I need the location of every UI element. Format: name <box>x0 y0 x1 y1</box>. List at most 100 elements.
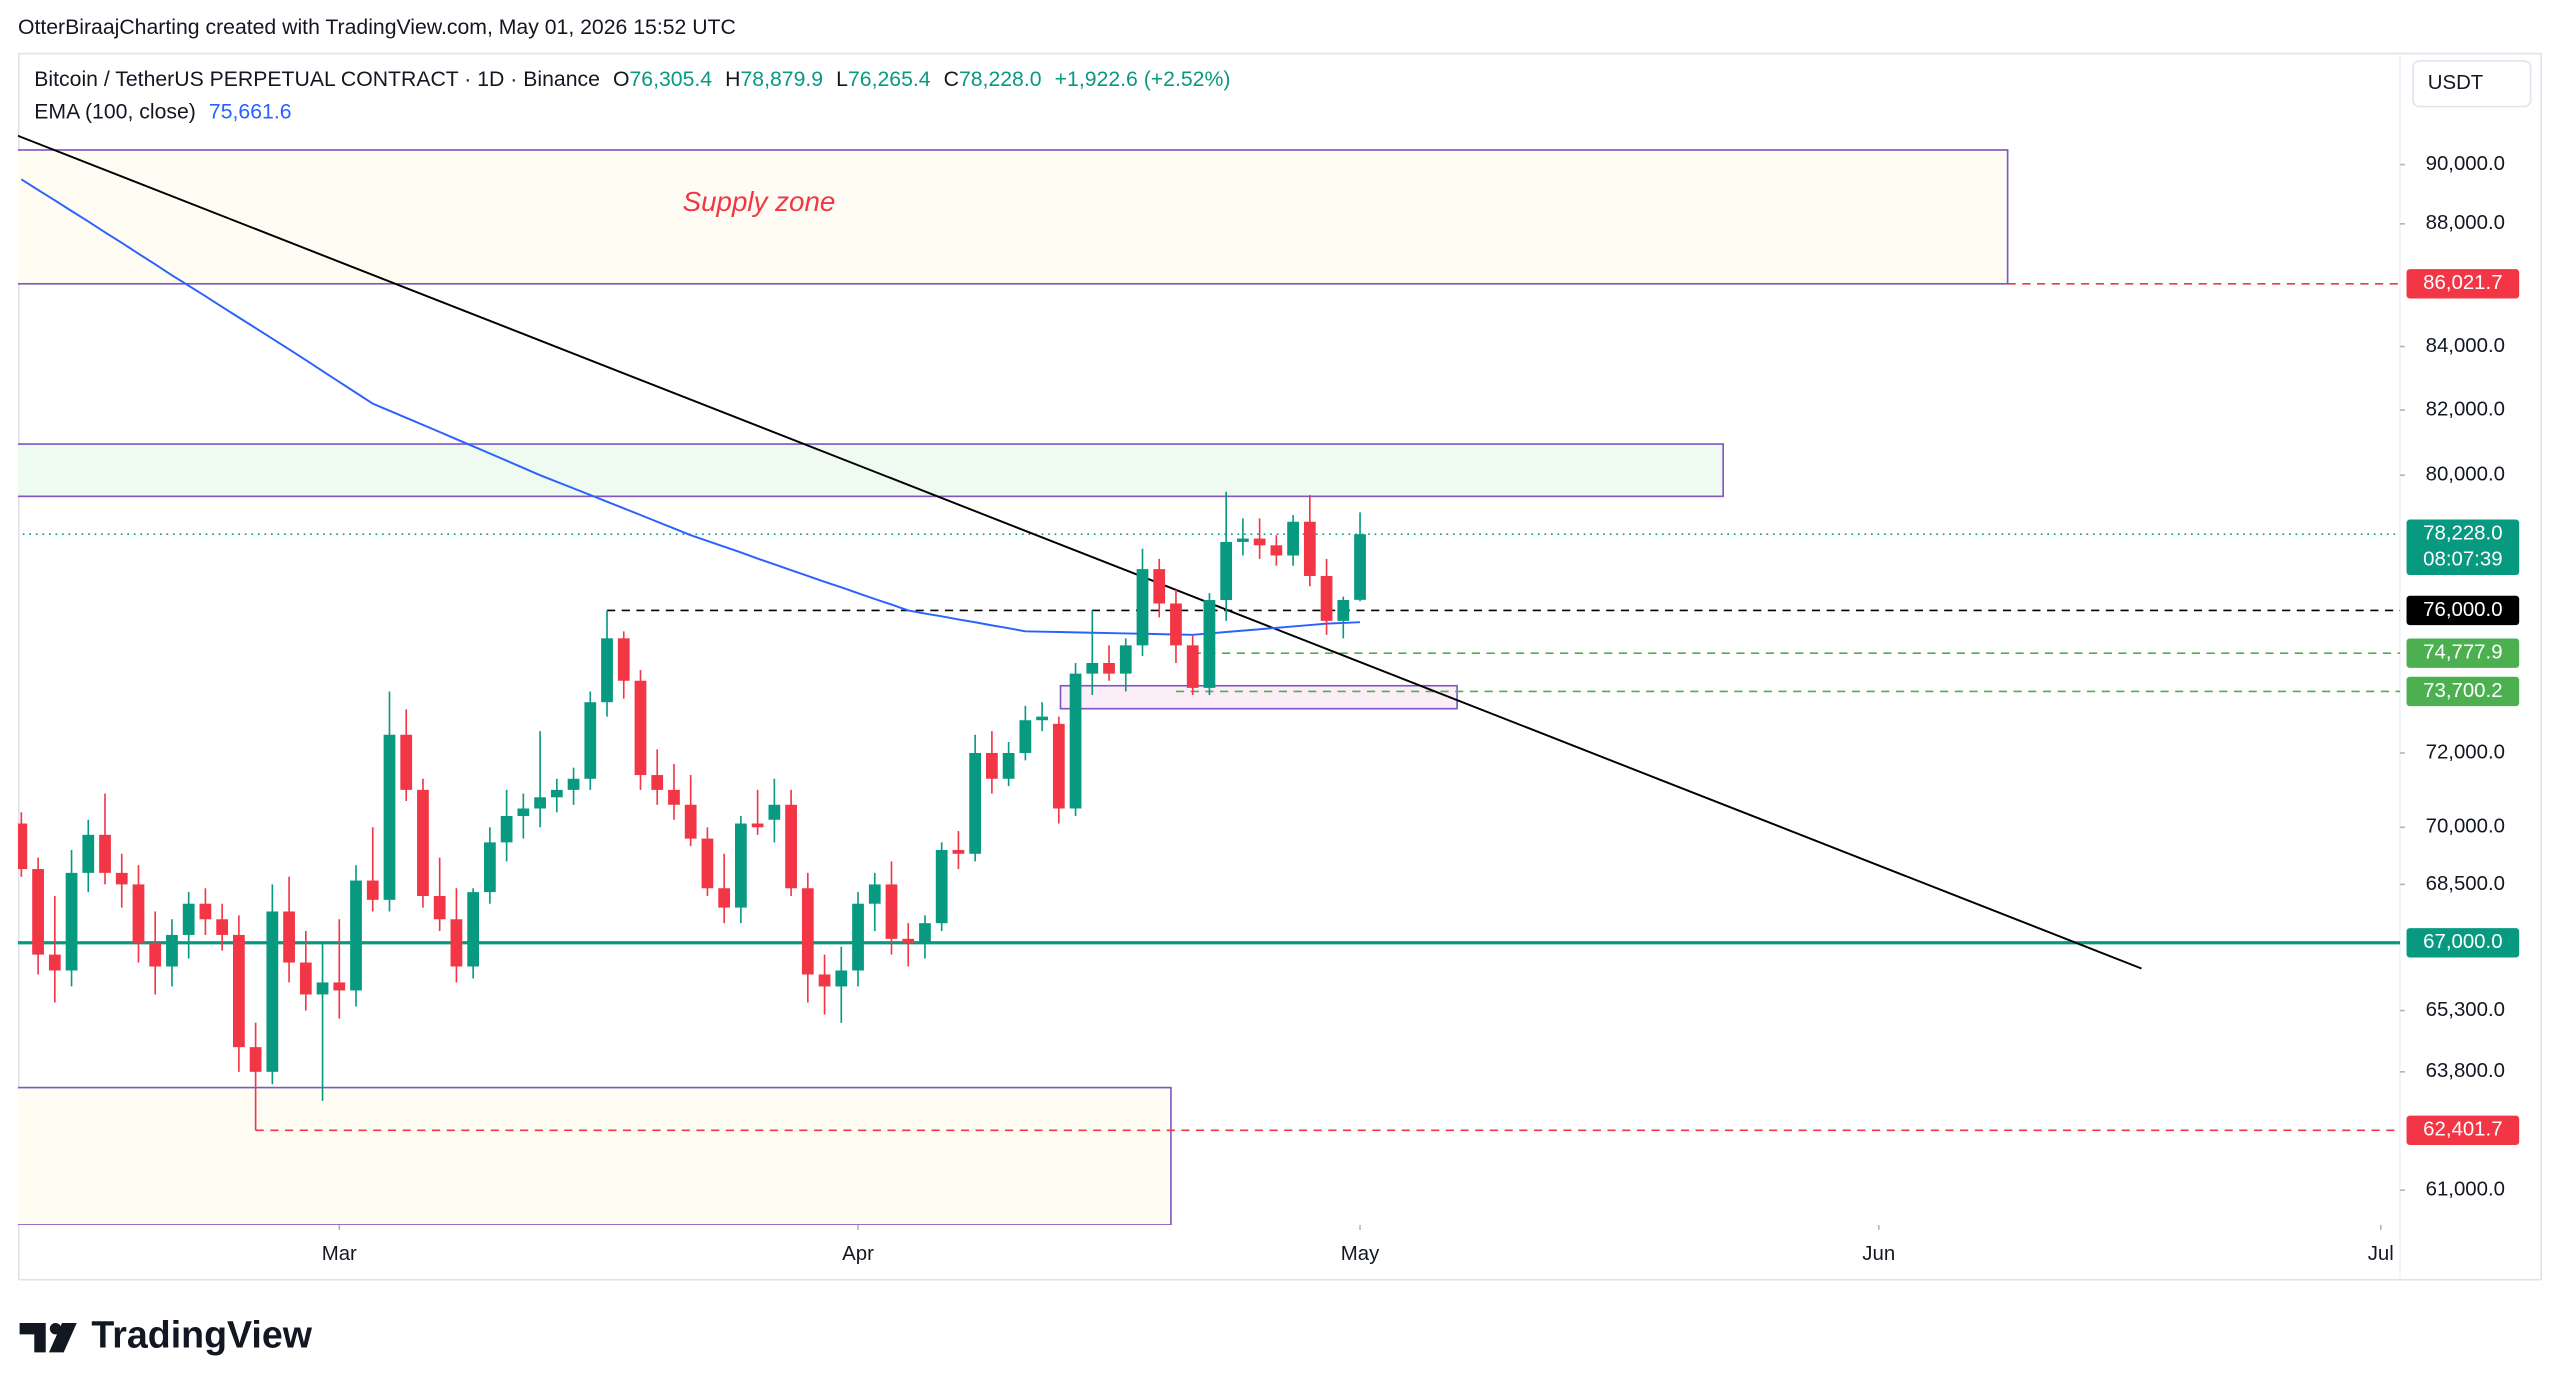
candle-body <box>1153 569 1166 604</box>
x-tick-label: May <box>1341 1243 1380 1265</box>
ohlc-value: 78,228.0 <box>959 68 1042 91</box>
y-tick-label: 88,000.0 <box>2426 212 2505 234</box>
candle-body <box>885 884 898 939</box>
candle-body <box>350 880 362 991</box>
candle-body <box>1320 575 1333 621</box>
candle-body <box>584 702 597 779</box>
level-label: 78,228.0 <box>2423 523 2502 545</box>
y-tick-label: 80,000.0 <box>2426 464 2505 486</box>
candle-body <box>266 911 279 1072</box>
level-label: 73,700.2 <box>2423 680 2502 702</box>
y-tick-label: 70,000.0 <box>2426 816 2505 838</box>
ohlc-value: 78,879.9 <box>740 68 823 91</box>
candle-body <box>1036 716 1048 721</box>
level-label: 76,000.0 <box>2423 599 2502 621</box>
level-label-box <box>2406 519 2520 576</box>
ohlc-value: +1,922.6 (+2.52%) <box>1055 68 1231 91</box>
y-tick-label: 90,000.0 <box>2426 153 2505 175</box>
candle-body <box>735 823 747 908</box>
candle-body <box>1086 662 1099 674</box>
candle-body <box>952 849 965 854</box>
candle-body <box>852 903 864 971</box>
logo-mark <box>19 1322 46 1353</box>
candle-body <box>249 1047 262 1072</box>
candle-body <box>199 903 212 920</box>
candle-body <box>366 880 379 900</box>
y-tick-label: 65,300.0 <box>2426 999 2505 1021</box>
y-tick-label: 61,000.0 <box>2426 1179 2505 1201</box>
ema-legend-value: 75,661.6 <box>209 101 292 124</box>
candle-body <box>601 638 613 703</box>
candle-body <box>1237 538 1249 542</box>
level-label-box <box>2406 638 2520 668</box>
ohlc-value: 76,305.4 <box>629 68 712 91</box>
level-label: 74,777.9 <box>2423 642 2502 664</box>
candle-body <box>417 789 429 896</box>
plot-area: Supply zone <box>17 134 2400 1225</box>
brand: TradingView <box>91 1314 312 1356</box>
candle-body <box>751 823 764 828</box>
candle-body <box>517 808 530 817</box>
candle-body <box>467 892 480 967</box>
candle-body <box>1220 541 1233 601</box>
x-tick-label: Apr <box>842 1243 874 1265</box>
y-tick-label: 63,800.0 <box>2426 1060 2505 1082</box>
candle-body <box>182 903 195 935</box>
candle-body <box>768 804 781 820</box>
trendline <box>17 134 2142 970</box>
candle-body <box>919 923 931 943</box>
candle-body <box>902 938 915 943</box>
panel-border <box>17 52 2543 1281</box>
candle-body <box>935 849 948 924</box>
x-tick-label: Mar <box>322 1243 357 1265</box>
candle-body <box>835 970 848 987</box>
brand-logo: TradingView <box>19 1314 313 1356</box>
candle-body <box>1052 723 1065 809</box>
candle-body <box>1103 662 1115 674</box>
candle-body <box>1136 569 1149 646</box>
zone-label: Supply zone <box>683 186 836 217</box>
price-axis: 90,000.0 88,000.0 84,000.0 82,000.0 80,000.0… <box>2400 153 2520 1201</box>
candle-body <box>1170 603 1182 646</box>
ohlc-value: 76,265.4 <box>848 68 931 91</box>
ema-legend: EMA (100, close) <box>34 101 196 124</box>
y-tick-label: 84,000.0 <box>2426 335 2505 357</box>
currency[interactable]: USDT <box>2428 72 2484 94</box>
level-label-box <box>2406 269 2520 299</box>
candle-body <box>484 842 496 893</box>
ohlc-legend: O 76,305.4 H 78,879.9 L 76,265.4 C 78,228.0 +1,9… <box>613 68 1230 91</box>
candle-body <box>567 778 580 790</box>
ohlc-key: H <box>725 68 740 91</box>
candle-body <box>534 797 546 809</box>
candle-body <box>400 734 413 790</box>
candle-body <box>99 834 111 873</box>
candle-body <box>216 919 229 935</box>
ohlc-key: C <box>944 68 959 91</box>
candle-body <box>149 942 162 967</box>
candle-body <box>684 804 697 839</box>
level-label-box <box>2406 595 2520 626</box>
candle-body <box>65 872 78 971</box>
x-tick-label: Jun <box>1862 1243 1895 1265</box>
currency-box[interactable] <box>2412 60 2532 108</box>
candle-body <box>1019 720 1032 753</box>
symbol-title: Bitcoin / TetherUS PERPETUAL CONTRACT · … <box>34 68 600 91</box>
candle-body <box>17 823 28 870</box>
candle-body <box>1303 521 1316 576</box>
level-label: 62,401.7 <box>2423 1119 2502 1141</box>
candle-body <box>1270 545 1283 556</box>
candle-body <box>785 804 797 889</box>
candle-body <box>1002 752 1015 779</box>
candle-body <box>48 954 61 971</box>
attribution: OtterBiraajCharting created with Trading… <box>18 16 736 39</box>
candle-body <box>1253 538 1266 546</box>
candle-body <box>115 872 128 885</box>
candle-body <box>801 888 814 975</box>
zone <box>17 1086 1172 1225</box>
zone <box>17 149 2009 285</box>
candle-body <box>1069 673 1082 809</box>
candle-body <box>132 884 145 943</box>
candle-body <box>818 974 831 987</box>
